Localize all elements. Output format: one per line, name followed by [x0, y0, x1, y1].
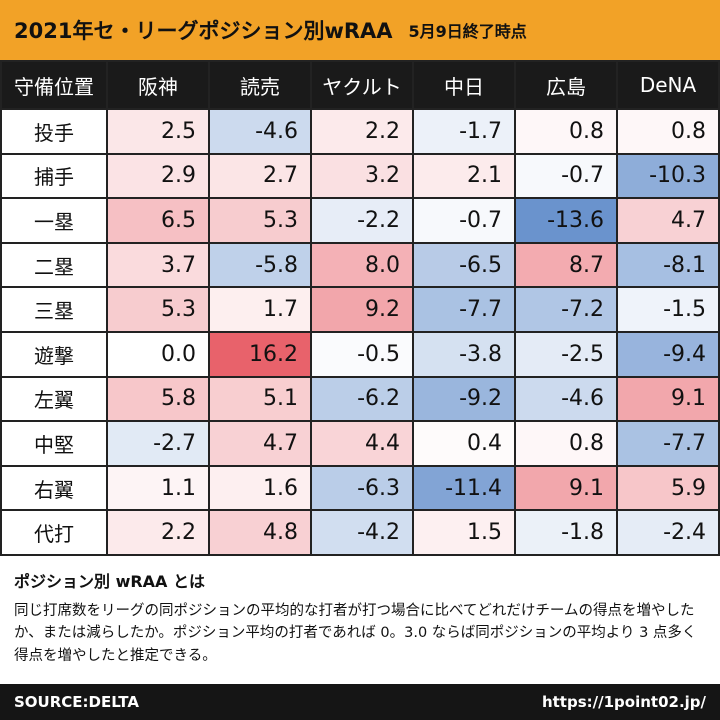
position-label: 三塁 [2, 288, 106, 331]
wraa-value-cell: 1.7 [210, 288, 310, 331]
wraa-value-cell: -11.4 [414, 466, 514, 510]
wraa-value-cell: -6.3 [312, 466, 412, 510]
wraa-value-cell: 4.4 [312, 422, 412, 465]
wraa-value-cell: 3.7 [108, 243, 208, 287]
wraa-value-cell: 1.5 [414, 511, 514, 554]
wraa-value-cell: 2.2 [312, 110, 412, 153]
wraa-value-cell: -0.7 [516, 154, 616, 198]
position-label: 遊撃 [2, 332, 106, 376]
wraa-value-cell: 5.3 [210, 199, 310, 242]
position-label: 左翼 [2, 377, 106, 421]
wraa-value-cell: 9.1 [516, 466, 616, 510]
wraa-value-cell: -4.2 [312, 511, 412, 554]
wraa-value-cell: 1.1 [108, 466, 208, 510]
wraa-value-cell: 2.7 [210, 154, 310, 198]
wraa-value-cell: 0.0 [108, 332, 208, 376]
wraa-value-cell: 0.8 [618, 110, 718, 153]
wraa-value-cell: 9.2 [312, 288, 412, 331]
wraa-heatmap-table: 守備位置 阪神 読売 ヤクルト 中日 広島 DeNA 投手 2.5 -4.6 2.2 -1.7 0.8 0… [0, 60, 720, 556]
wraa-value-cell: -7.2 [516, 288, 616, 331]
wraa-value-cell: -7.7 [414, 288, 514, 331]
wraa-value-cell: -2.7 [108, 422, 208, 465]
team-header: DeNA [618, 62, 718, 108]
wraa-value-cell: 6.5 [108, 199, 208, 242]
wraa-value-cell: -1.5 [618, 288, 718, 331]
wraa-value-cell: 2.2 [108, 511, 208, 554]
definition-note: ポジション別 wRAA とは 同じ打席数をリーグの同ポジションの平均的な打者が打… [0, 558, 720, 680]
team-header: 広島 [516, 62, 616, 108]
wraa-value-cell: 2.1 [414, 154, 514, 198]
wraa-value-cell: -6.2 [312, 377, 412, 421]
wraa-value-cell: -3.8 [414, 332, 514, 376]
position-label: 代打 [2, 511, 106, 554]
wraa-value-cell: -9.4 [618, 332, 718, 376]
position-label: 投手 [2, 110, 106, 153]
chart-title: 2021年セ・リーグポジション別wRAA [14, 19, 393, 43]
wraa-value-cell: -2.5 [516, 332, 616, 376]
wraa-value-cell: -0.7 [414, 199, 514, 242]
wraa-value-cell: 2.9 [108, 154, 208, 198]
team-header: 読売 [210, 62, 310, 108]
team-header: 中日 [414, 62, 514, 108]
title-bar: 2021年セ・リーグポジション別wRAA 5月9日終了時点 [0, 0, 720, 60]
team-header: 阪神 [108, 62, 208, 108]
wraa-value-cell: 4.7 [618, 199, 718, 242]
source-url[interactable]: https://1point02.jp/ [541, 693, 706, 711]
position-label: 右翼 [2, 466, 106, 510]
position-label: 二塁 [2, 243, 106, 287]
wraa-value-cell: -1.7 [414, 110, 514, 153]
wraa-value-cell: 16.2 [210, 332, 310, 376]
wraa-value-cell: -1.8 [516, 511, 616, 554]
wraa-value-cell: 8.0 [312, 243, 412, 287]
source-credit: SOURCE:DELTA [14, 693, 139, 711]
chart-subtitle: 5月9日終了時点 [408, 22, 527, 41]
wraa-value-cell: 0.4 [414, 422, 514, 465]
wraa-value-cell: 5.8 [108, 377, 208, 421]
wraa-value-cell: -13.6 [516, 199, 616, 242]
position-label: 捕手 [2, 154, 106, 198]
corner-header: 守備位置 [2, 62, 106, 108]
wraa-value-cell: -7.7 [618, 422, 718, 465]
wraa-value-cell: 5.9 [618, 466, 718, 510]
wraa-value-cell: 1.6 [210, 466, 310, 510]
wraa-value-cell: -4.6 [516, 377, 616, 421]
wraa-value-cell: -2.4 [618, 511, 718, 554]
wraa-value-cell: 4.8 [210, 511, 310, 554]
wraa-value-cell: -5.8 [210, 243, 310, 287]
footer-bar: SOURCE:DELTA https://1point02.jp/ [0, 684, 720, 720]
wraa-value-cell: 3.2 [312, 154, 412, 198]
wraa-value-cell: -10.3 [618, 154, 718, 198]
wraa-value-cell: -6.5 [414, 243, 514, 287]
wraa-value-cell: 9.1 [618, 377, 718, 421]
wraa-value-cell: -8.1 [618, 243, 718, 287]
note-heading: ポジション別 wRAA とは [14, 572, 206, 591]
position-label: 一塁 [2, 199, 106, 242]
wraa-value-cell: 5.3 [108, 288, 208, 331]
wraa-value-cell: 0.8 [516, 110, 616, 153]
team-header: ヤクルト [312, 62, 412, 108]
wraa-value-cell: 4.7 [210, 422, 310, 465]
wraa-value-cell: 0.8 [516, 422, 616, 465]
wraa-value-cell: -0.5 [312, 332, 412, 376]
wraa-value-cell: -9.2 [414, 377, 514, 421]
wraa-value-cell: 2.5 [108, 110, 208, 153]
wraa-value-cell: 8.7 [516, 243, 616, 287]
wraa-value-cell: -4.6 [210, 110, 310, 153]
note-body: 同じ打席数をリーグの同ポジションの平均的な打者が打つ場合に比べてどれだけチームの… [14, 603, 697, 664]
wraa-value-cell: 5.1 [210, 377, 310, 421]
position-label: 中堅 [2, 422, 106, 465]
wraa-value-cell: -2.2 [312, 199, 412, 242]
